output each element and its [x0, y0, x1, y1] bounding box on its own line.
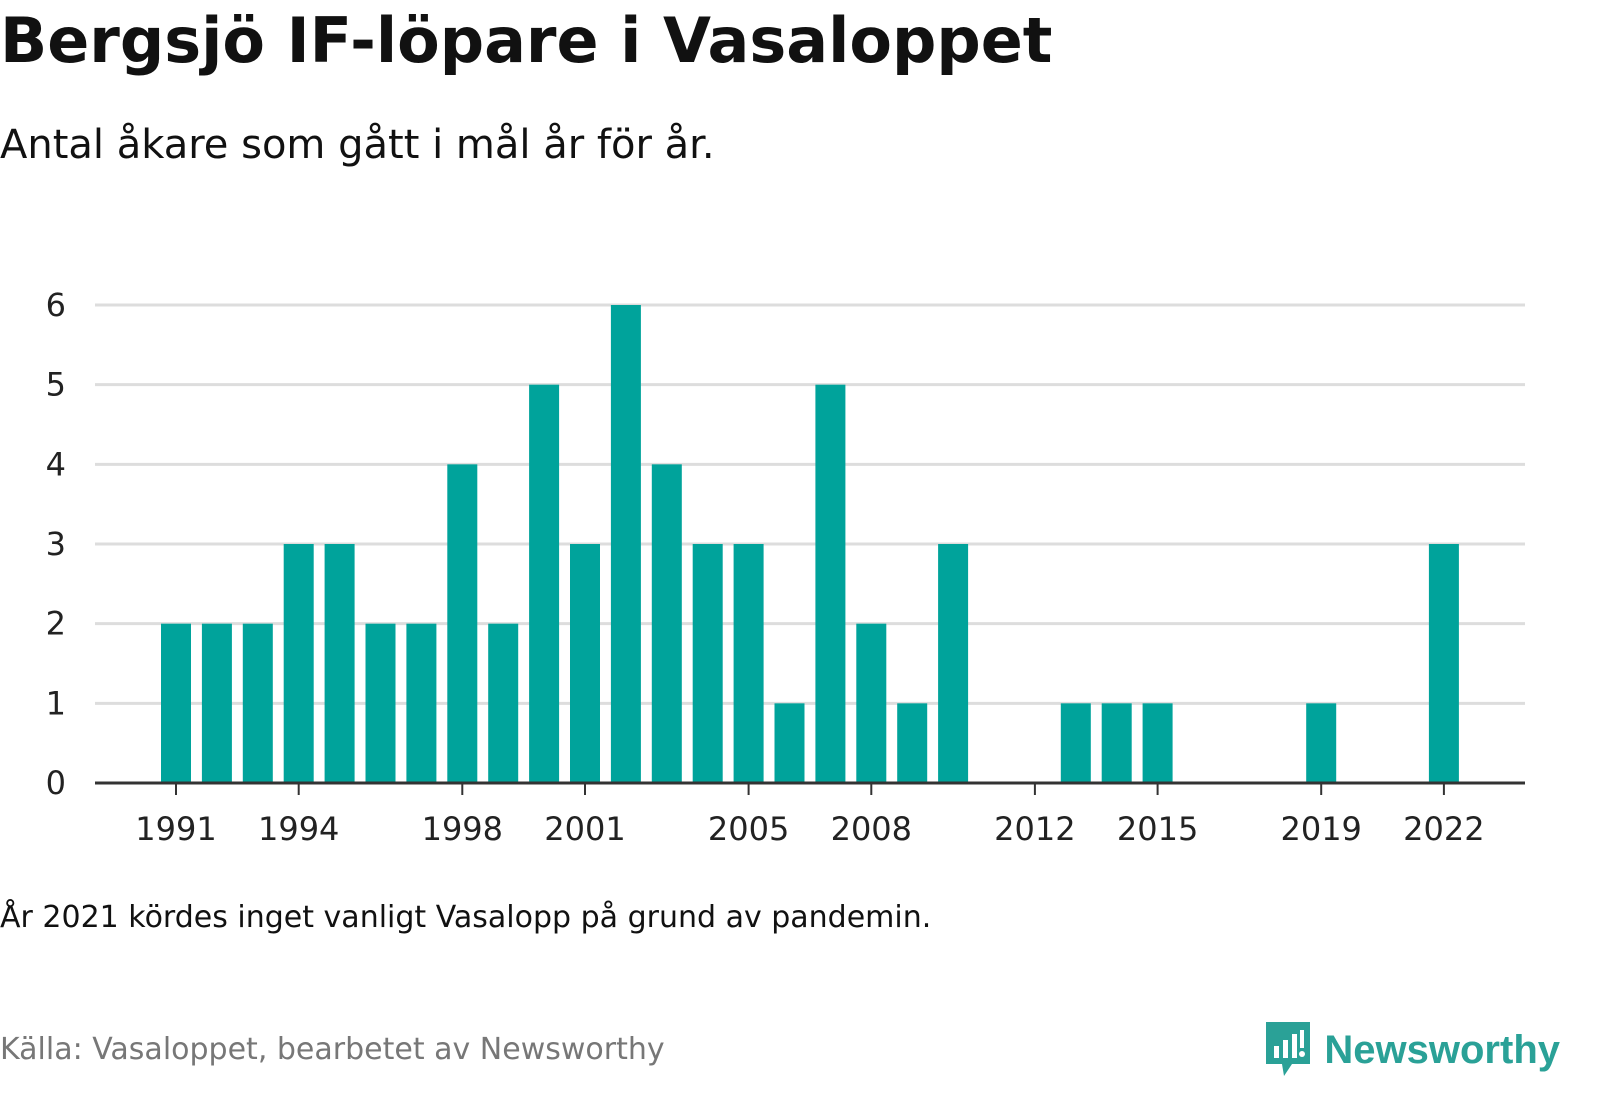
- chart-title: Bergsjö IF-löpare i Vasaloppet: [0, 4, 1053, 77]
- bar-chart: 0 1 2 3 4 5 6 1991 1994 1998 2001 2005 2008 2012 2015 2…: [46, 286, 1525, 848]
- x-tick-label: 2022: [1403, 810, 1484, 848]
- x-tick-label: 1998: [422, 810, 503, 848]
- bar-1996: [365, 623, 396, 783]
- x-tick-label: 2012: [994, 810, 1075, 848]
- bar-2019: [1306, 703, 1337, 783]
- bar-1998: [447, 464, 478, 783]
- bar-2003: [651, 464, 682, 783]
- bar-2004: [692, 544, 723, 783]
- bar-1999: [488, 623, 519, 783]
- x-tick-label: 2005: [708, 810, 789, 848]
- y-tick-label: 2: [46, 605, 66, 643]
- bar-1995: [324, 544, 355, 783]
- bar-1997: [406, 623, 437, 783]
- x-tick-label: 1991: [135, 810, 216, 848]
- source-credit: Källa: Vasaloppet, bearbetet av Newswort…: [0, 1032, 665, 1067]
- y-tick-label: 3: [46, 525, 66, 563]
- x-tick-label: 2015: [1117, 810, 1198, 848]
- brand-logo: Newsworthy: [1262, 1020, 1560, 1080]
- bar-1994: [283, 544, 314, 783]
- footnote: År 2021 kördes inget vanligt Vasalopp på…: [0, 900, 932, 935]
- y-tick-label: 4: [46, 445, 66, 483]
- bar-2013: [1060, 703, 1091, 783]
- bar-2010: [938, 544, 969, 783]
- bar-2014: [1101, 703, 1132, 783]
- y-tick-label: 0: [46, 764, 66, 802]
- bar-1992: [201, 623, 232, 783]
- y-tick-label: 6: [46, 286, 66, 324]
- bar-1993: [242, 623, 273, 783]
- bars: [161, 305, 1459, 783]
- bar-2007: [815, 384, 846, 783]
- x-tick-label: 2008: [831, 810, 912, 848]
- chart-subtitle: Antal åkare som gått i mål år för år.: [0, 122, 715, 168]
- bar-2006: [774, 703, 805, 783]
- bar-2001: [570, 544, 600, 783]
- x-tick-label: 2001: [544, 810, 625, 848]
- x-tick-label: 1994: [258, 810, 339, 848]
- bar-2008: [856, 623, 887, 783]
- newsworthy-logo-icon: [1266, 1022, 1311, 1076]
- bar-2002: [610, 305, 641, 783]
- y-tick-label: 5: [46, 366, 66, 404]
- bar-2022: [1428, 544, 1459, 783]
- bar-2005: [733, 544, 764, 783]
- brand-name: Newsworthy: [1324, 1027, 1560, 1072]
- bar-2015: [1142, 703, 1173, 783]
- axes: 0 1 2 3 4 5 6 1991 1994 1998 2001 2005 2008 2012 2015 2…: [46, 286, 1525, 848]
- y-tick-label: 1: [46, 684, 66, 722]
- bar-2009: [897, 703, 928, 783]
- bar-1991: [161, 623, 191, 783]
- x-tick-label: 2019: [1280, 810, 1361, 848]
- bar-2000: [529, 384, 560, 783]
